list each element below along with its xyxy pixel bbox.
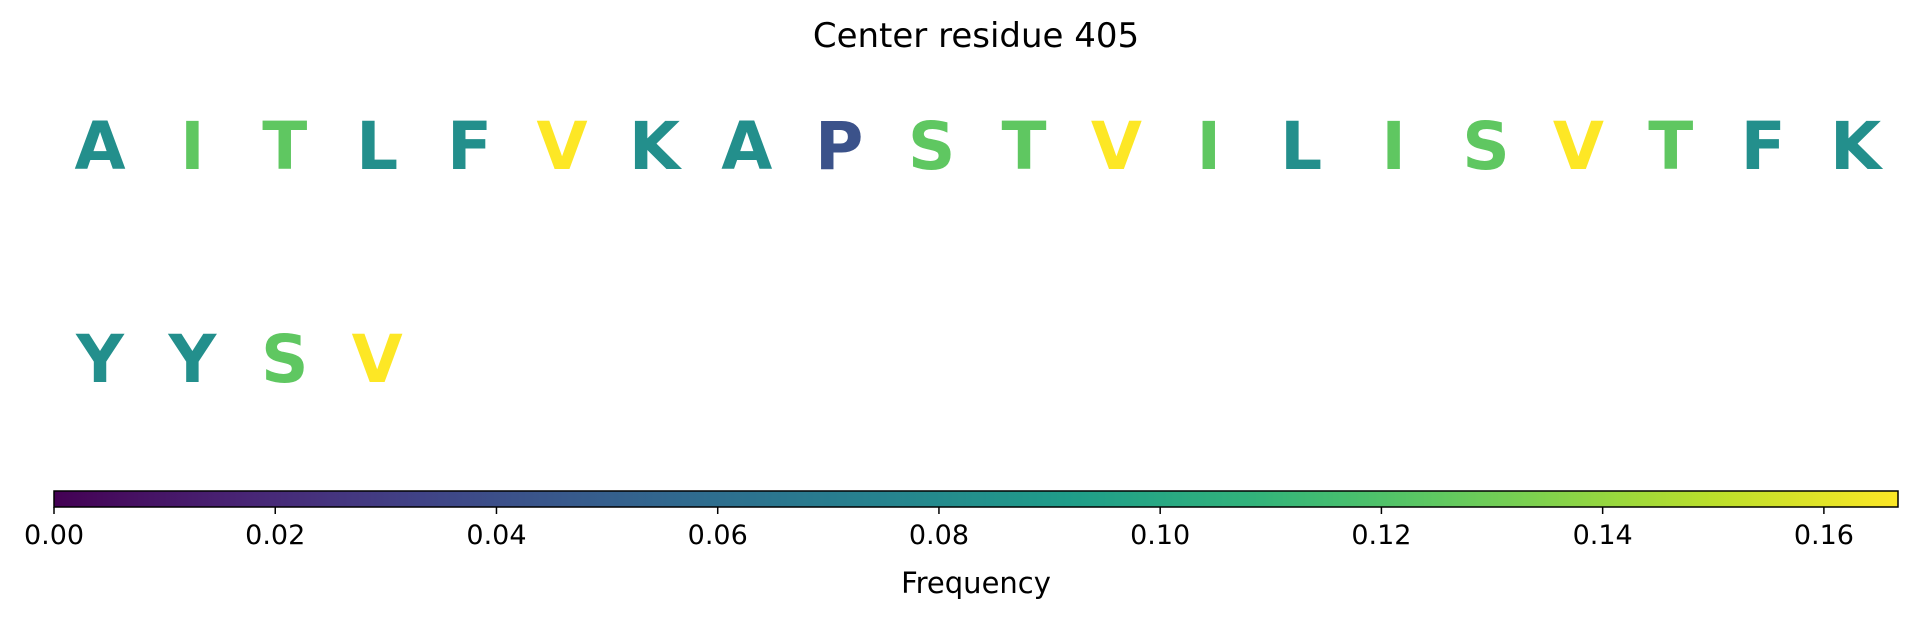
residue-T-18: T (1648, 108, 1693, 185)
residue-K-20: K (1830, 108, 1884, 185)
residue-I-2: I (180, 108, 205, 185)
colorbar-tick-label: 0.00 (24, 520, 84, 551)
residue-S-16: S (1462, 108, 1510, 185)
residue-I-15: I (1381, 108, 1406, 185)
residue-K-7: K (629, 108, 683, 185)
residue-S-10: S (908, 108, 956, 185)
residue-T-11: T (1001, 108, 1046, 185)
residue-L-4: L (356, 108, 398, 185)
residue-A-8: A (721, 108, 772, 185)
residue-T-3: T (262, 108, 307, 185)
colorbar-tick-label: 0.06 (688, 520, 748, 551)
residue-V-6: V (536, 108, 587, 185)
residue-L-14: L (1280, 108, 1322, 185)
colorbar-label: Frequency (901, 566, 1051, 600)
residue-F-5: F (447, 108, 492, 185)
residue-grid: A I T L F V K A P S T V I L I S V T F KY Y S V (74, 108, 1884, 398)
chart-title: Center residue 405 (813, 16, 1139, 56)
colorbar-gradient (53, 490, 1899, 508)
colorbar-tick-label: 0.10 (1130, 520, 1190, 551)
residue-A-1: A (74, 108, 125, 185)
colorbar-tick-label: 0.16 (1794, 520, 1854, 551)
residue-V-17: V (1553, 108, 1604, 185)
colorbar-tick-label: 0.14 (1573, 520, 1633, 551)
residue-S-23: S (261, 321, 309, 398)
colorbar: 0.00 0.02 0.04 0.06 0.08 0.10 0.12 0.14 0.16 Fre… (24, 490, 1899, 600)
colorbar-tick-label: 0.02 (245, 520, 305, 551)
colorbar-tick-label: 0.04 (466, 520, 526, 551)
residue-V-12: V (1091, 108, 1142, 185)
residue-Y-21: Y (75, 321, 125, 398)
residue-V-24: V (352, 321, 403, 398)
residue-P-9: P (815, 108, 863, 185)
colorbar-tick-label: 0.08 (909, 520, 969, 551)
colorbar-tick-label: 0.12 (1351, 520, 1411, 551)
residue-F-19: F (1741, 108, 1786, 185)
colorbar-ticks: 0.00 0.02 0.04 0.06 0.08 0.10 0.12 0.14 0.16 (24, 507, 1854, 551)
residue-I-13: I (1197, 108, 1222, 185)
residue-Y-22: Y (168, 321, 218, 398)
